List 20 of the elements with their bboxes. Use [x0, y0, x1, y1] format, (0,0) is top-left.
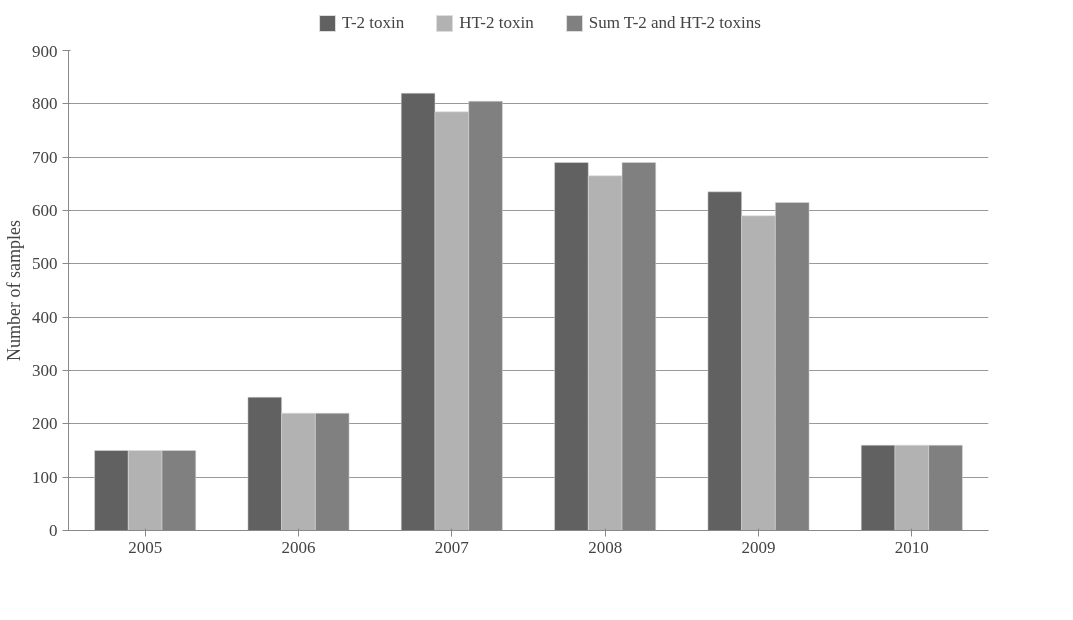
- x-tick-label: 2006: [281, 537, 316, 557]
- y-tick-label: 300: [32, 361, 58, 380]
- y-tick-label: 200: [32, 414, 58, 434]
- y-tick-label: 700: [32, 147, 58, 167]
- y-tick-label: 0: [49, 521, 58, 540]
- x-tick-label: 2008: [588, 537, 623, 557]
- legend-label: Sum T-2 and HT-2 toxins: [588, 12, 761, 33]
- legend-label: HT-2 toxin: [459, 12, 534, 33]
- y-tick-label: 800: [32, 94, 58, 114]
- y-tick-label: 500: [32, 254, 58, 274]
- x-tick-label: 2005: [128, 537, 163, 557]
- y-tick-label: 400: [32, 307, 58, 327]
- y-tick-label: 900: [32, 41, 58, 61]
- x-tick-label: 2009: [741, 537, 776, 557]
- y-axis-title: Number of samples: [4, 220, 24, 361]
- y-tick-label: 100: [32, 467, 58, 487]
- x-tick-label: 2007: [434, 537, 470, 557]
- y-tick-label: 600: [32, 201, 58, 220]
- x-tick-label: 2010: [894, 537, 929, 557]
- legend-label: T-2 toxin: [342, 12, 405, 33]
